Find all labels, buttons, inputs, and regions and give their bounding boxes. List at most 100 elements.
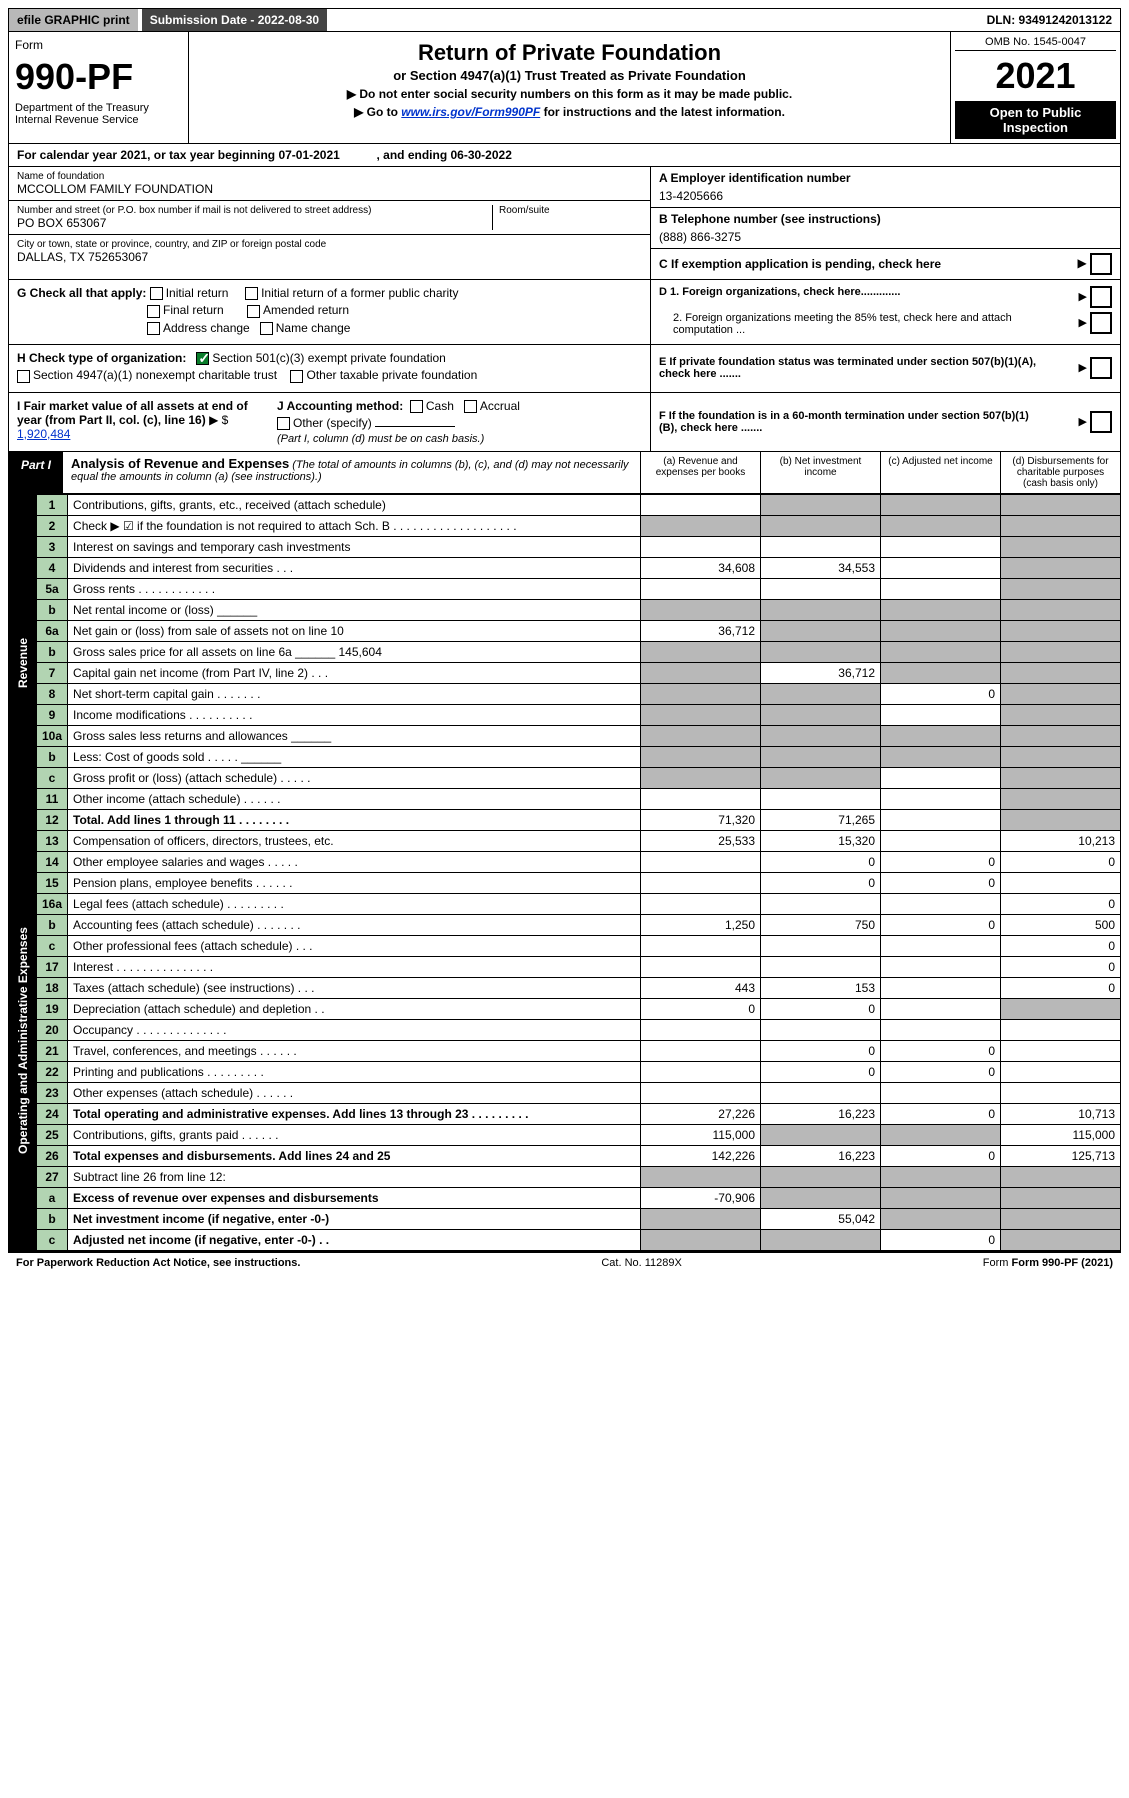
checks-h: H Check type of organization: Section 50… <box>8 345 1121 393</box>
line-number: b <box>37 915 68 936</box>
line-number: c <box>37 1230 68 1251</box>
amount-cell: 27,226 <box>641 1104 761 1125</box>
amount-cell <box>881 537 1001 558</box>
table-row: cGross profit or (loss) (attach schedule… <box>9 768 1121 789</box>
f-checkbox[interactable] <box>1090 411 1112 433</box>
c-checkbox[interactable] <box>1090 253 1112 275</box>
irs-link[interactable]: www.irs.gov/Form990PF <box>401 105 540 119</box>
amount-cell: 0 <box>761 1062 881 1083</box>
amount-cell: 34,553 <box>761 558 881 579</box>
calendar-year: For calendar year 2021, or tax year begi… <box>8 144 1121 167</box>
amount-cell <box>881 663 1001 684</box>
amount-cell <box>641 1062 761 1083</box>
g-opt-2: Final return <box>163 303 224 317</box>
amount-cell <box>881 705 1001 726</box>
g-amended-checkbox[interactable] <box>247 305 260 318</box>
g-address-checkbox[interactable] <box>147 322 160 335</box>
line-description: Gross sales price for all assets on line… <box>68 642 641 663</box>
amount-cell <box>1001 642 1121 663</box>
entity-info: Name of foundation MCCOLLOM FAMILY FOUND… <box>8 167 1121 280</box>
amount-cell: 115,000 <box>641 1125 761 1146</box>
line-number: a <box>37 1188 68 1209</box>
checks-ij: I Fair market value of all assets at end… <box>8 393 1121 453</box>
amount-cell <box>641 537 761 558</box>
amount-cell: 0 <box>881 915 1001 936</box>
line-description: Other professional fees (attach schedule… <box>68 936 641 957</box>
h-4947-checkbox[interactable] <box>17 370 30 383</box>
line-description: Adjusted net income (if negative, enter … <box>68 1230 641 1251</box>
amount-cell <box>641 1230 761 1251</box>
submission-date: Submission Date - 2022-08-30 <box>142 9 327 31</box>
g-opt-5: Name change <box>276 321 351 335</box>
h-other-checkbox[interactable] <box>290 370 303 383</box>
line-number: 1 <box>37 495 68 516</box>
line-number: 15 <box>37 873 68 894</box>
amount-cell <box>881 558 1001 579</box>
d2-checkbox[interactable] <box>1090 312 1112 334</box>
h-label: H Check type of organization: <box>17 351 186 365</box>
amount-cell <box>641 495 761 516</box>
foundation-city: DALLAS, TX 752653067 <box>17 250 642 264</box>
line-description: Other employee salaries and wages . . . … <box>68 852 641 873</box>
i-label: I Fair market value of all assets at end… <box>17 399 248 427</box>
line-number: 4 <box>37 558 68 579</box>
g-final-checkbox[interactable] <box>147 305 160 318</box>
amount-cell <box>881 999 1001 1020</box>
amount-cell: 0 <box>881 1104 1001 1125</box>
g-opt-3: Amended return <box>263 303 349 317</box>
cat-no: Cat. No. 11289X <box>601 1257 682 1269</box>
amount-cell <box>641 873 761 894</box>
amount-cell <box>1001 747 1121 768</box>
line-number: c <box>37 936 68 957</box>
g-initial-checkbox[interactable] <box>150 287 163 300</box>
omb-number: OMB No. 1545-0047 <box>955 36 1116 51</box>
col-b: (b) Net investment income <box>760 452 880 493</box>
e-checkbox[interactable] <box>1090 357 1112 379</box>
j-accrual-checkbox[interactable] <box>464 400 477 413</box>
amount-cell <box>1001 579 1121 600</box>
line-number: 27 <box>37 1167 68 1188</box>
j-cash-checkbox[interactable] <box>410 400 423 413</box>
j-other-checkbox[interactable] <box>277 417 290 430</box>
form-title: Return of Private Foundation <box>197 40 942 66</box>
line-description: Taxes (attach schedule) (see instruction… <box>68 978 641 999</box>
form-ref: Form Form 990-PF (2021) <box>983 1257 1113 1269</box>
d1-checkbox[interactable] <box>1090 286 1112 308</box>
pra-notice: For Paperwork Reduction Act Notice, see … <box>16 1257 300 1269</box>
line-description: Total operating and administrative expen… <box>68 1104 641 1125</box>
c-label: C If exemption application is pending, c… <box>659 257 941 271</box>
amount-cell <box>881 726 1001 747</box>
fmv-link[interactable]: 1,920,484 <box>17 427 70 441</box>
g-opt-4: Address change <box>163 321 250 335</box>
amount-cell: 0 <box>1001 936 1121 957</box>
table-row: 17Interest . . . . . . . . . . . . . . .… <box>9 957 1121 978</box>
g-initial-former-checkbox[interactable] <box>245 287 258 300</box>
g-name-checkbox[interactable] <box>260 322 273 335</box>
line-description: Travel, conferences, and meetings . . . … <box>68 1041 641 1062</box>
amount-cell: 0 <box>1001 852 1121 873</box>
line-number: 21 <box>37 1041 68 1062</box>
amount-cell: 142,226 <box>641 1146 761 1167</box>
line-number: 10a <box>37 726 68 747</box>
table-row: 15Pension plans, employee benefits . . .… <box>9 873 1121 894</box>
line-description: Other expenses (attach schedule) . . . .… <box>68 1083 641 1104</box>
table-row: 12Total. Add lines 1 through 11 . . . . … <box>9 810 1121 831</box>
amount-cell <box>1001 1083 1121 1104</box>
amount-cell <box>641 684 761 705</box>
h-501c3-checkbox[interactable] <box>196 352 209 365</box>
line-number: 2 <box>37 516 68 537</box>
amount-cell: 55,042 <box>761 1209 881 1230</box>
amount-cell <box>1001 516 1121 537</box>
amount-cell <box>881 768 1001 789</box>
amount-cell <box>761 726 881 747</box>
amount-cell: 15,320 <box>761 831 881 852</box>
line-description: Contributions, gifts, grants, etc., rece… <box>68 495 641 516</box>
amount-cell <box>881 789 1001 810</box>
part1-title: Analysis of Revenue and Expenses <box>71 456 289 471</box>
amount-cell: 115,000 <box>1001 1125 1121 1146</box>
j-label: J Accounting method: <box>277 399 403 413</box>
line-description: Total expenses and disbursements. Add li… <box>68 1146 641 1167</box>
amount-cell: 125,713 <box>1001 1146 1121 1167</box>
foundation-name: MCCOLLOM FAMILY FOUNDATION <box>17 182 642 196</box>
line-description: Capital gain net income (from Part IV, l… <box>68 663 641 684</box>
